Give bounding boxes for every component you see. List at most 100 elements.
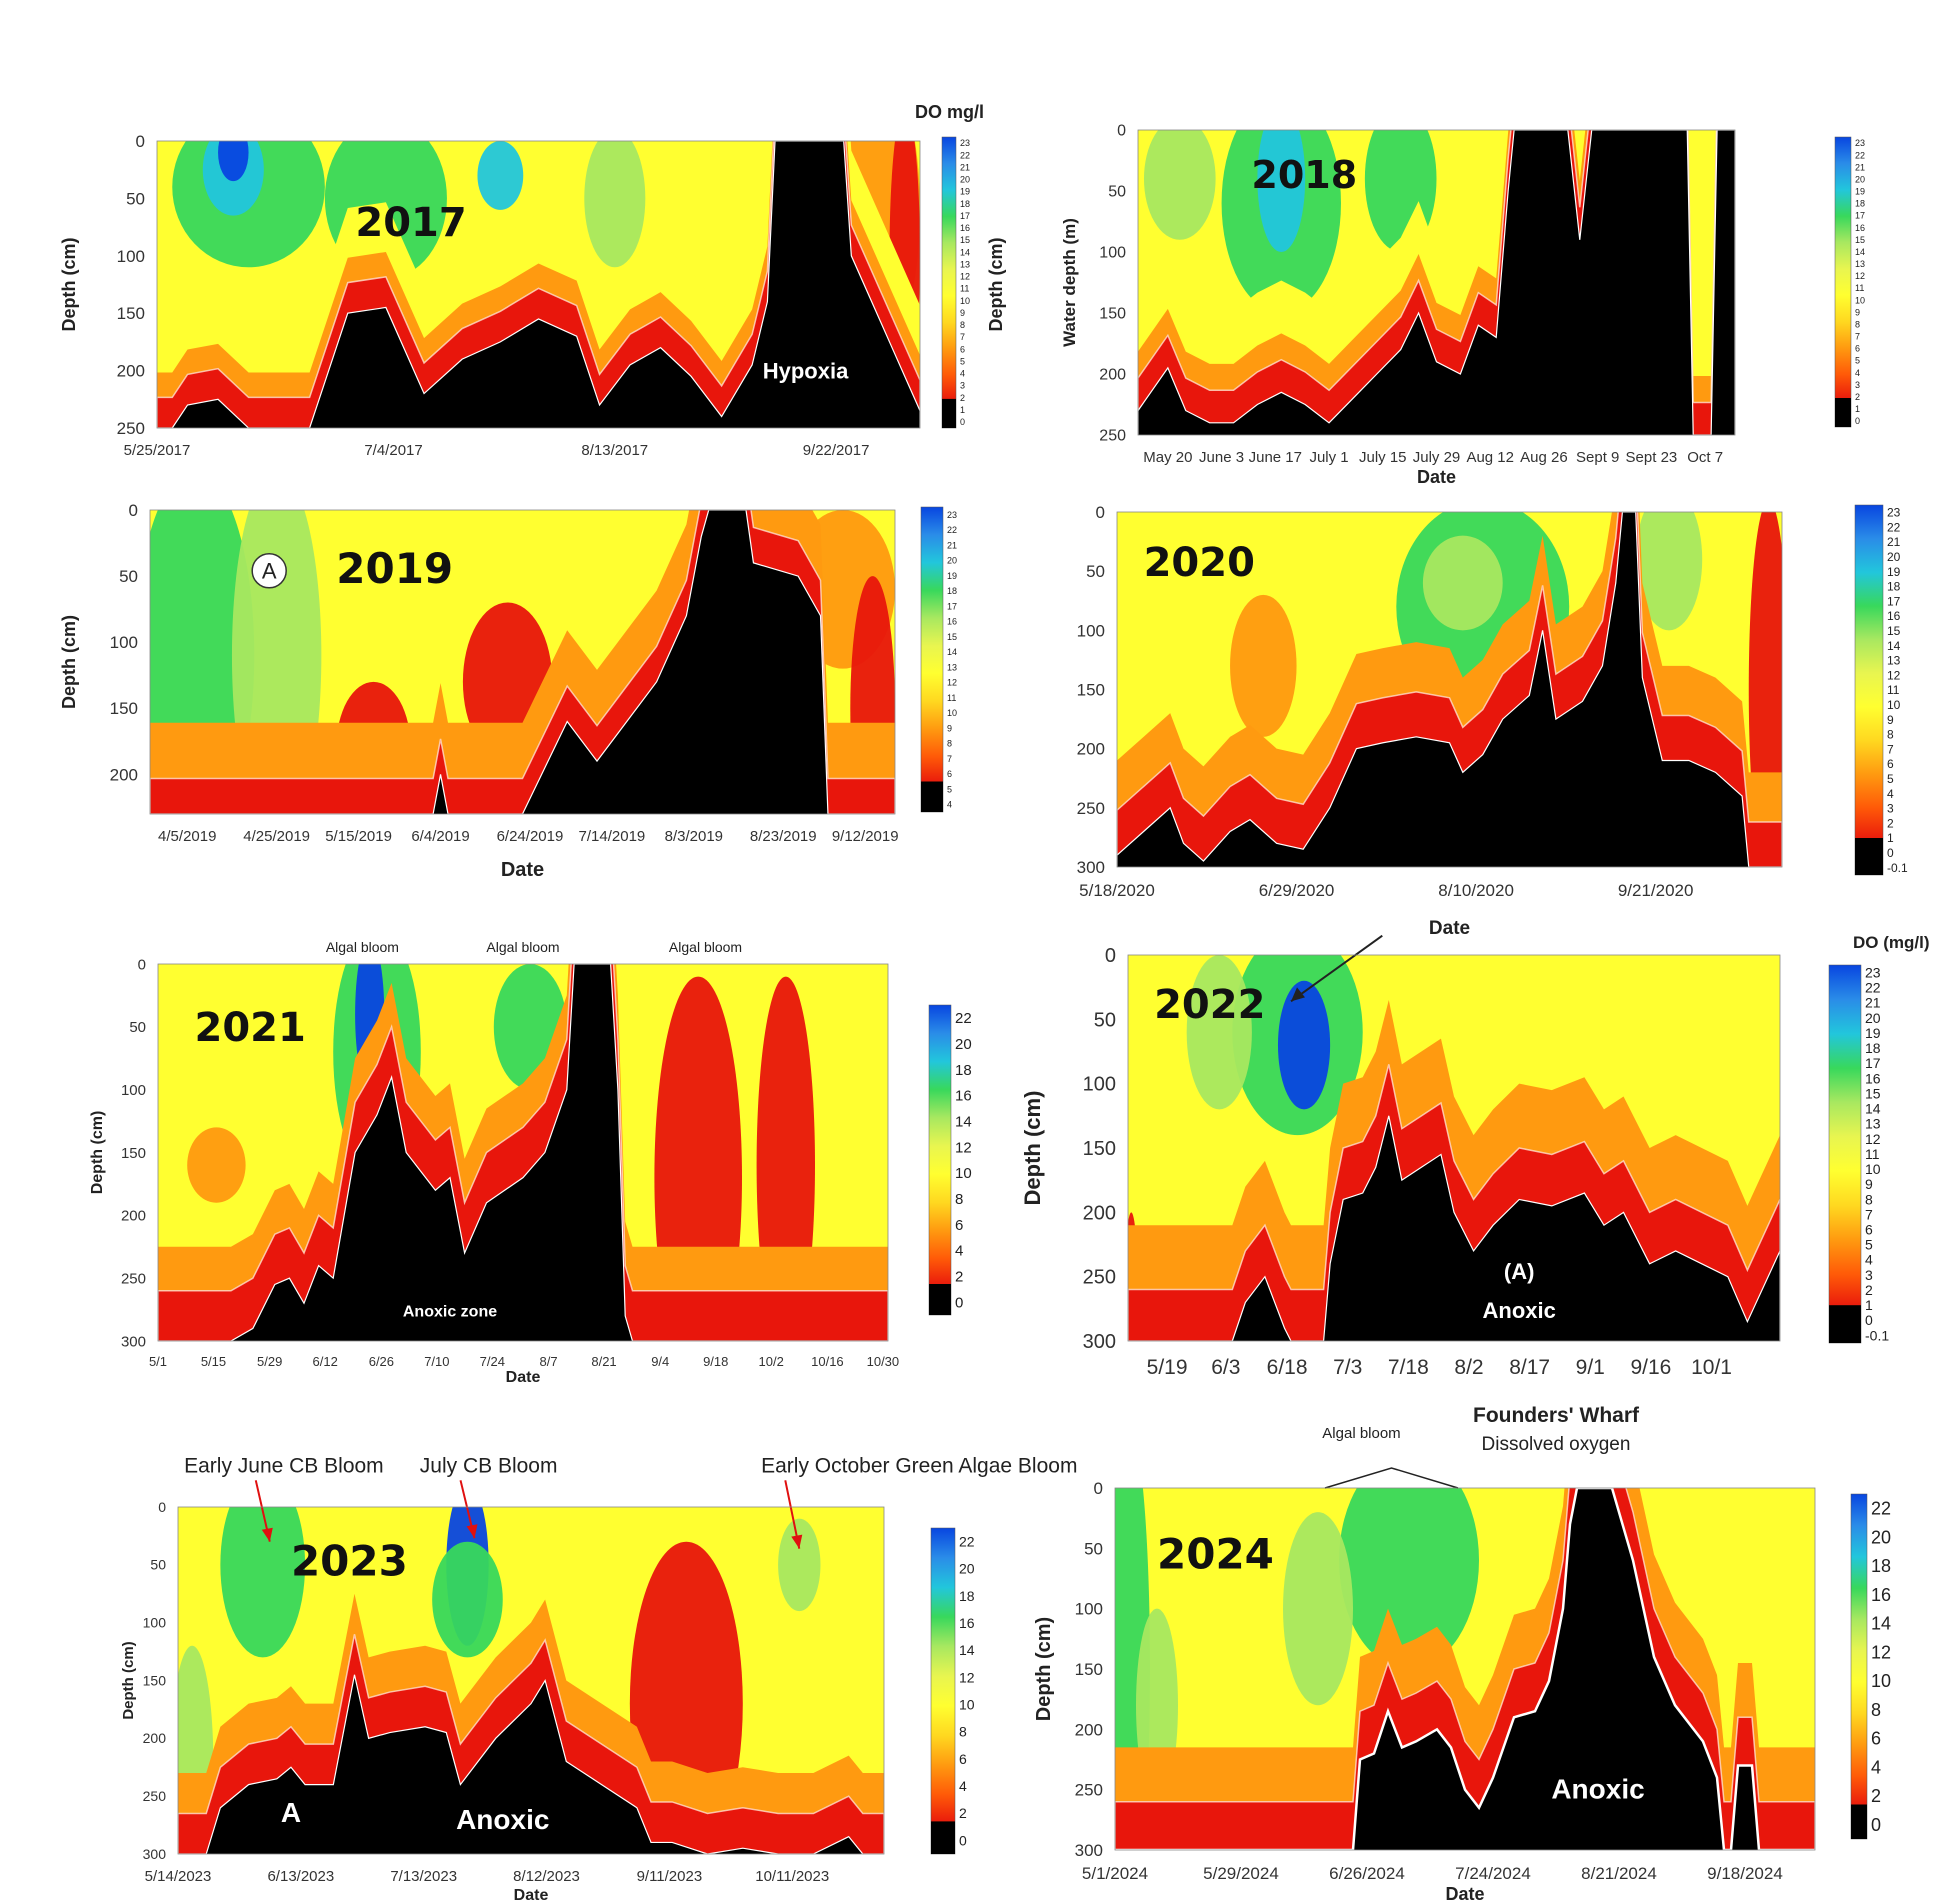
colorbar-tick: 12 bbox=[959, 1669, 975, 1685]
x-tick-label: 5/25/2017 bbox=[124, 442, 191, 459]
y-tick-label: 150 bbox=[1083, 1138, 1116, 1160]
colorbar-tick: 19 bbox=[960, 187, 970, 197]
colorbar-anoxic-step bbox=[931, 1821, 955, 1854]
do-region-green bbox=[220, 1507, 306, 1658]
colorbar-tick: 22 bbox=[1871, 1499, 1891, 1519]
y-tick-label: 250 bbox=[1099, 428, 1126, 445]
x-tick-label: Sept 23 bbox=[1626, 449, 1678, 466]
y-tick-label: 200 bbox=[1075, 1720, 1103, 1739]
annotation-circle bbox=[251, 553, 287, 589]
colorbar-tick: 14 bbox=[955, 1114, 972, 1131]
colorbar-ramp bbox=[941, 136, 957, 429]
y-tick-label: 100 bbox=[110, 633, 138, 652]
x-tick-label: 4/25/2019 bbox=[243, 828, 310, 845]
x-tick-label: 8/23/2019 bbox=[750, 828, 817, 845]
colorbar-tick: 2 bbox=[1887, 816, 1894, 830]
y-tick-label: 200 bbox=[1077, 740, 1105, 759]
y-tick-label: 300 bbox=[1083, 1331, 1116, 1353]
colorbar-tick: 16 bbox=[960, 223, 970, 233]
y-tick-label: 100 bbox=[121, 1082, 146, 1099]
y-tick-label: 250 bbox=[1077, 799, 1105, 818]
colorbar-tick: 17 bbox=[1887, 594, 1901, 608]
x-tick-label: Sept 9 bbox=[1576, 449, 1619, 466]
x-tick-label: 5/15/2019 bbox=[325, 828, 392, 845]
algal-bloom-label: Algal bloom bbox=[1322, 1425, 1400, 1442]
y-axis-label: Depth (cm) bbox=[120, 1641, 137, 1719]
colorbar-tick: 2 bbox=[1871, 1786, 1881, 1806]
colorbar-tick: 16 bbox=[955, 1088, 972, 1105]
colorbar-tick: 15 bbox=[1865, 1085, 1881, 1101]
colorbar-tick: 5 bbox=[1855, 356, 1860, 366]
x-tick-label: 10/1 bbox=[1691, 1356, 1732, 1379]
colorbar-tick: 10 bbox=[959, 1696, 975, 1712]
contour-plot bbox=[1115, 1488, 1815, 1850]
y-tick-label: 0 bbox=[136, 132, 145, 151]
colorbar-tick: 15 bbox=[947, 632, 957, 642]
colorbar-tick: 0 bbox=[1855, 416, 1860, 426]
colorbar-tick: 1 bbox=[1865, 1297, 1873, 1313]
colorbar-tick: 11 bbox=[960, 284, 969, 294]
do-region-cyan bbox=[1257, 130, 1306, 252]
y-tick-label: 200 bbox=[110, 765, 138, 784]
colorbar-tick: 9 bbox=[947, 723, 952, 733]
colorbar-tick: 15 bbox=[1855, 235, 1865, 245]
headline: Founders' Wharf bbox=[1473, 1404, 1640, 1427]
colorbar-tick: 5 bbox=[1887, 772, 1894, 786]
colorbar-tick: 9 bbox=[960, 308, 965, 318]
y-tick-label: 250 bbox=[117, 419, 145, 438]
colorbar-tick: 4 bbox=[1887, 787, 1894, 801]
colorbar-tick: 18 bbox=[1871, 1556, 1891, 1576]
colorbar-tick: 8 bbox=[1855, 319, 1860, 329]
colorbar-anoxic-step bbox=[921, 781, 943, 812]
colorbar-tick: -0.1 bbox=[1887, 861, 1908, 875]
colorbar-tick: 16 bbox=[1865, 1070, 1881, 1086]
colorbar-tick: 21 bbox=[960, 162, 970, 172]
x-tick-label: 9/18/2024 bbox=[1707, 1864, 1783, 1883]
y-tick-label: 50 bbox=[1108, 184, 1126, 201]
colorbar-tick: 13 bbox=[960, 259, 970, 269]
x-tick-label: 7/4/2017 bbox=[364, 442, 422, 459]
y-tick-label: 300 bbox=[1077, 858, 1105, 877]
colorbar-tick: 10 bbox=[1865, 1161, 1881, 1177]
y-tick-label: 100 bbox=[1083, 1074, 1116, 1096]
x-tick-label: 9/1 bbox=[1576, 1356, 1605, 1379]
y-tick-label: 50 bbox=[126, 189, 145, 208]
colorbar-tick: 23 bbox=[947, 510, 957, 520]
colorbar-tick: 4 bbox=[1865, 1252, 1873, 1268]
x-tick-label: 9/4 bbox=[651, 1354, 669, 1369]
colorbar-tick: 8 bbox=[947, 739, 952, 749]
y-axis-label: Depth (cm) bbox=[1020, 1091, 1045, 1206]
colorbar: 23 22 21 20 19 18 17 16 15 14 13 12 11 10 9 8 7 6 5 4 bbox=[920, 506, 957, 813]
colorbar-tick: 10 bbox=[960, 296, 970, 306]
colorbar-anoxic-step bbox=[1835, 398, 1851, 427]
y-tick-label: 200 bbox=[117, 362, 145, 381]
x-tick-label: 7/24 bbox=[480, 1354, 505, 1369]
colorbar-tick: 12 bbox=[1887, 668, 1901, 682]
colorbar-tick: 22 bbox=[960, 150, 970, 160]
colorbar-tick: 22 bbox=[1887, 520, 1901, 534]
colorbar-tick: 10 bbox=[1855, 295, 1865, 305]
annotation-text: Anoxic bbox=[1483, 1298, 1556, 1323]
colorbar-tick: 22 bbox=[955, 1010, 972, 1027]
callout-label: Early June CB Bloom bbox=[184, 1454, 384, 1477]
colorbar: 23222120191817161514131211109876543210DO… bbox=[915, 102, 984, 429]
anoxic-zone bbox=[150, 510, 895, 814]
x-tick-label: 8/17 bbox=[1509, 1356, 1550, 1379]
y-tick-label: 250 bbox=[121, 1270, 146, 1287]
colorbar-tick: 23 bbox=[1855, 138, 1865, 148]
panel-title: 2023 bbox=[291, 1536, 408, 1585]
anoxic-zone bbox=[1117, 512, 1782, 867]
colorbar-tick: 12 bbox=[960, 272, 970, 282]
colorbar-tick: 20 bbox=[1855, 174, 1865, 184]
y-tick-label: 50 bbox=[1094, 1009, 1116, 1031]
colorbar-tick: 20 bbox=[1865, 1010, 1881, 1026]
colorbar-tick: 19 bbox=[947, 571, 957, 581]
y-tick-label: 100 bbox=[1077, 621, 1105, 640]
anoxic-zone bbox=[158, 964, 888, 1341]
colorbar-tick: 9 bbox=[1865, 1176, 1873, 1192]
panel-title: 2022 bbox=[1154, 982, 1265, 1028]
colorbar-anoxic-step bbox=[929, 1284, 951, 1315]
